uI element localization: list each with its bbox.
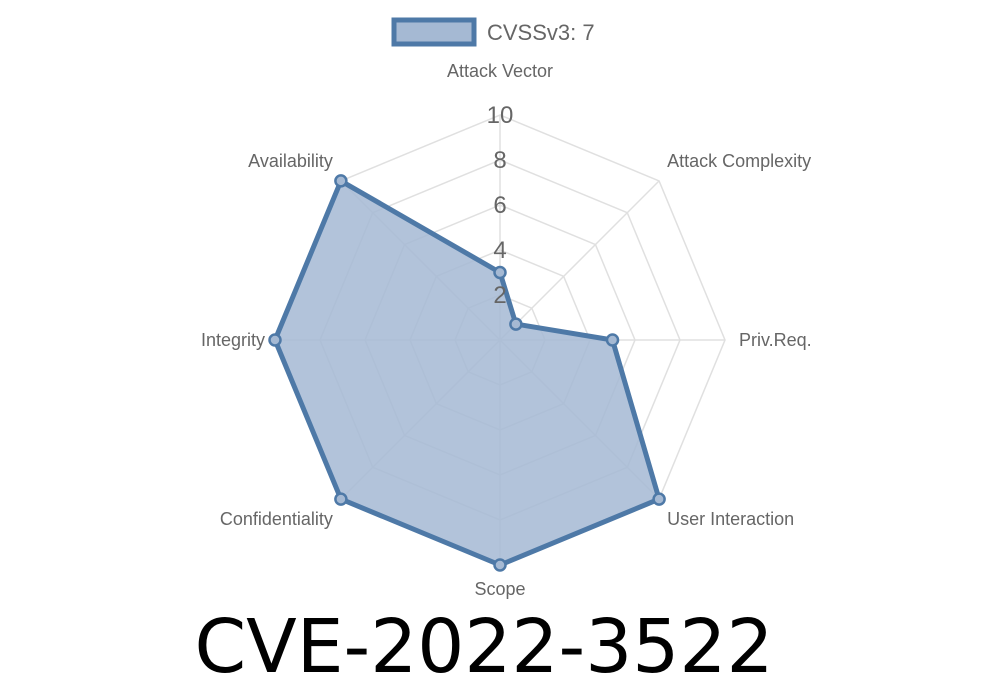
data-point[interactable] xyxy=(605,333,620,347)
axis-label: Scope xyxy=(474,579,525,599)
data-point[interactable] xyxy=(652,492,666,506)
tick-label: 4 xyxy=(493,237,506,264)
legend-swatch xyxy=(391,17,477,47)
grid-spoke xyxy=(499,180,660,341)
axis-label: User Interaction xyxy=(667,509,794,529)
tick-label: 6 xyxy=(493,192,506,219)
axis-label: Attack Complexity xyxy=(667,151,811,171)
tick-label: 10 xyxy=(487,102,514,129)
data-point[interactable] xyxy=(493,265,507,280)
legend[interactable]: CVSSv3: 7 xyxy=(391,17,595,47)
axis-label: Availability xyxy=(248,151,333,171)
page-title: CVE-2022-3522 xyxy=(194,604,773,690)
series xyxy=(268,174,666,572)
axis-label: Integrity xyxy=(201,330,265,350)
axis-label: Attack Vector xyxy=(447,61,553,81)
data-point[interactable] xyxy=(493,558,507,572)
data-point[interactable] xyxy=(268,333,282,347)
axis-label: Priv.Req. xyxy=(739,330,812,350)
data-point[interactable] xyxy=(334,492,348,506)
data-point[interactable] xyxy=(334,174,348,188)
legend-label: CVSSv3: 7 xyxy=(487,20,595,45)
axis-labels: Attack Vector Attack Complexity Priv.Req. U… xyxy=(201,61,812,599)
axis-label: Confidentiality xyxy=(220,509,333,529)
data-point[interactable] xyxy=(509,317,523,331)
tick-label: 2 xyxy=(493,282,506,309)
tick-labels: 2 4 6 8 10 xyxy=(487,102,514,309)
tick-label: 8 xyxy=(493,147,506,174)
